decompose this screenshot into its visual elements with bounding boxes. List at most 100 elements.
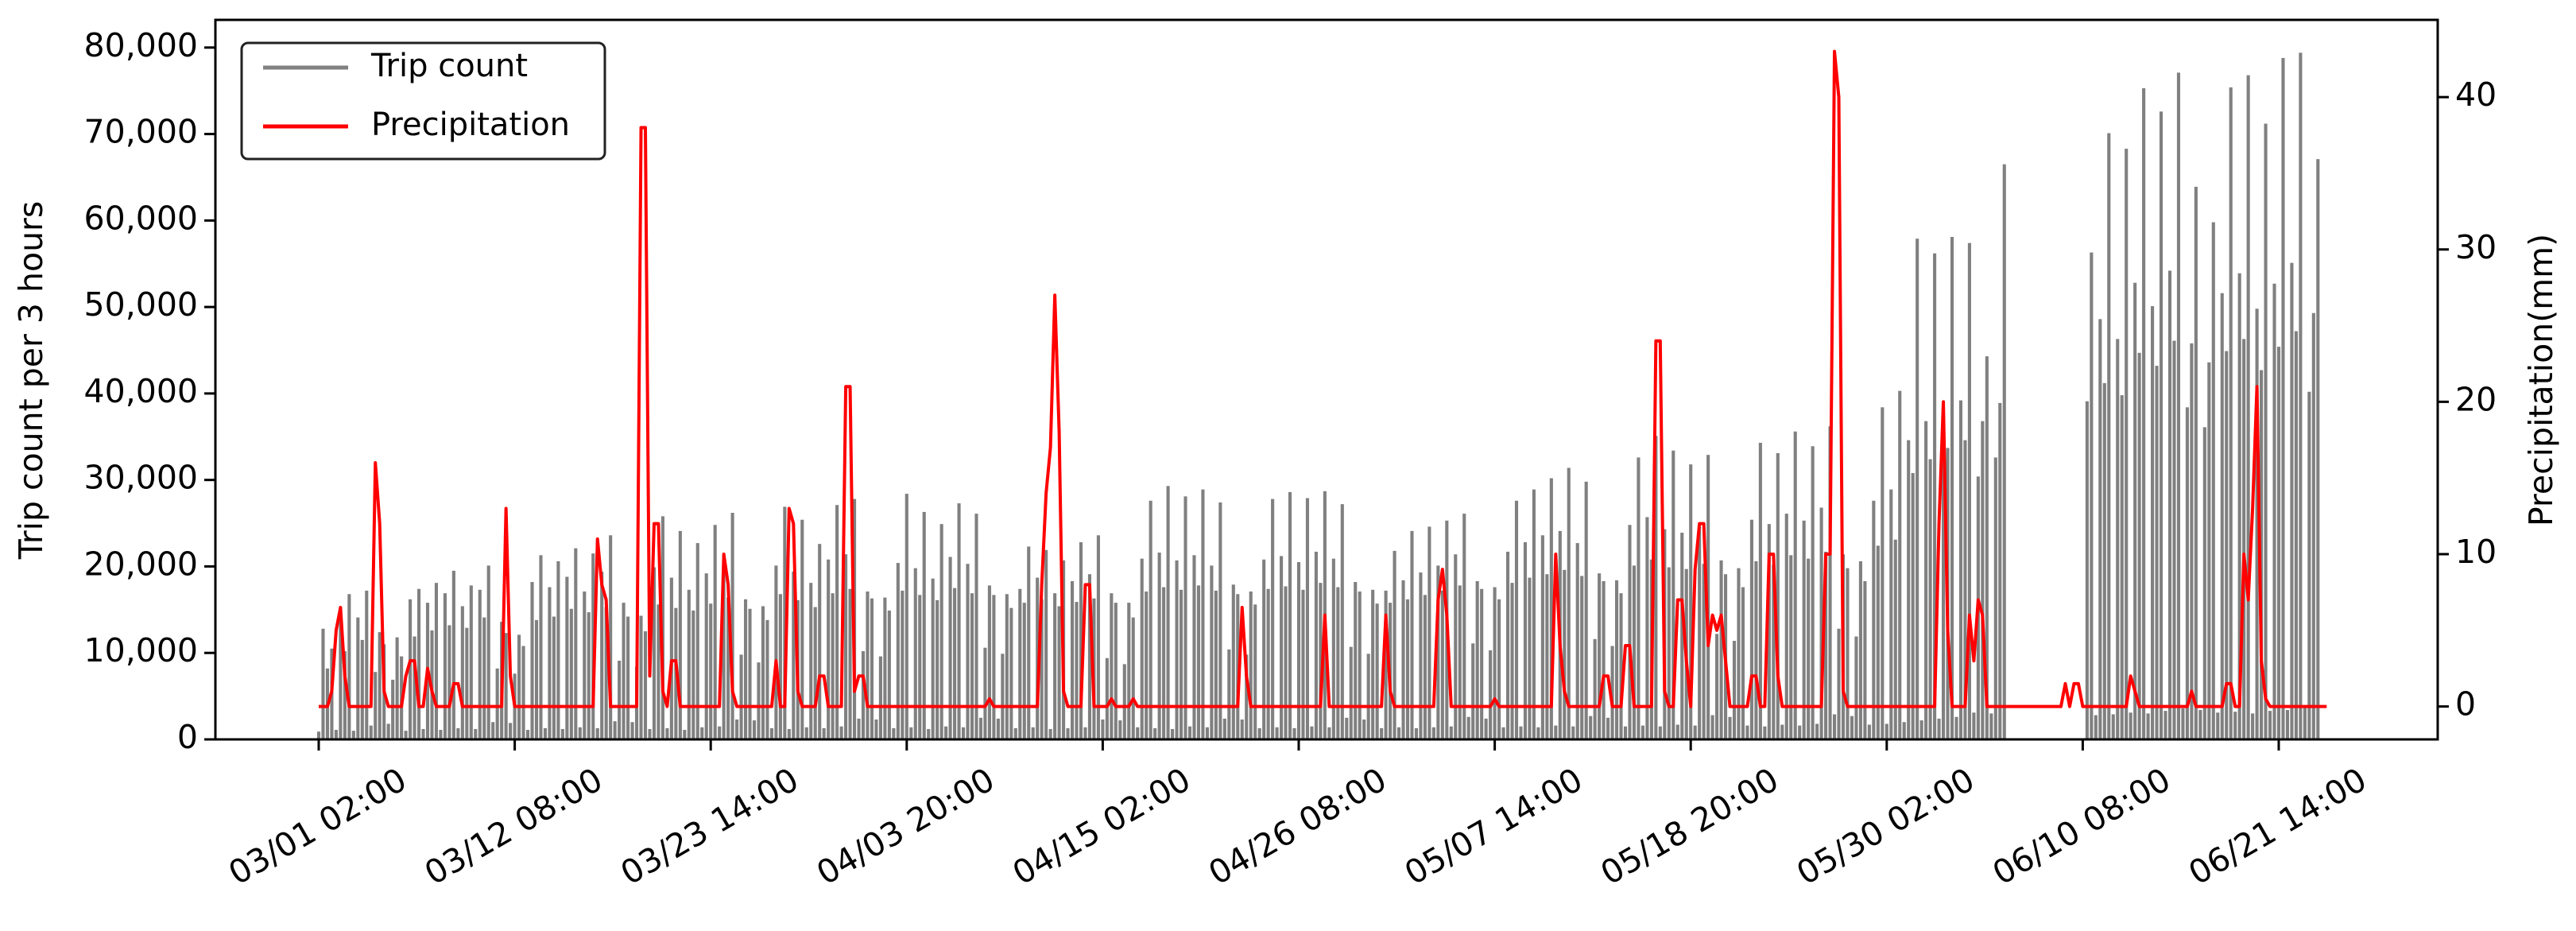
bar: [1375, 603, 1379, 739]
bar: [569, 608, 573, 739]
bar: [1641, 725, 1644, 739]
bar: [1689, 464, 1693, 739]
bar: [1758, 442, 1762, 739]
bar: [2172, 340, 2176, 739]
bar: [2260, 370, 2264, 739]
bar: [1118, 720, 1122, 739]
bar: [948, 557, 952, 739]
bar: [1288, 491, 1292, 739]
bar: [1811, 446, 1815, 739]
bar: [1196, 585, 1201, 739]
bar: [1981, 421, 1985, 739]
bar: [2202, 427, 2206, 739]
bar: [1846, 568, 1850, 739]
bar: [525, 730, 530, 739]
bar: [2163, 711, 2167, 739]
bar: [857, 718, 861, 739]
bar: [739, 654, 743, 739]
bar: [1985, 356, 1989, 739]
bar: [1423, 595, 1427, 739]
bar: [2176, 72, 2181, 739]
bar: [1950, 237, 1954, 739]
bar: [1157, 553, 1161, 739]
bar: [2142, 87, 2146, 739]
bar: [622, 603, 626, 739]
bar: [351, 731, 355, 739]
bar: [1645, 517, 1649, 739]
bar: [1602, 580, 1606, 739]
bar: [548, 587, 552, 739]
bar: [639, 615, 643, 739]
y-tick-label: 60,000: [84, 199, 198, 237]
bar: [2146, 713, 2150, 739]
bar: [1737, 568, 1741, 739]
bar: [1772, 564, 1776, 739]
bar: [486, 565, 490, 739]
bar: [386, 723, 390, 739]
bar: [1510, 583, 1514, 739]
bar: [404, 731, 408, 739]
bar: [1449, 726, 1453, 739]
bar: [1001, 654, 1005, 739]
bar: [1528, 577, 1532, 739]
bar: [765, 619, 769, 739]
bar: [1989, 713, 1993, 739]
bar: [1998, 402, 2002, 739]
bar: [987, 585, 991, 739]
bar: [1954, 716, 1958, 739]
y-tick-label: 10,000: [84, 631, 198, 669]
bar: [556, 561, 560, 739]
bar: [1876, 545, 1880, 739]
bar: [1532, 489, 1536, 739]
bar: [1902, 722, 1906, 739]
plot-frame: [214, 18, 2439, 741]
bar: [848, 588, 852, 739]
bar: [447, 625, 451, 739]
bar: [316, 731, 321, 739]
bar: [1366, 654, 1370, 739]
bar: [2307, 391, 2311, 739]
bar: [1706, 455, 1710, 739]
bar: [421, 728, 425, 739]
bar: [1754, 561, 1758, 739]
y2-tick-label: 0: [2455, 685, 2476, 723]
y-tick-label: 0: [177, 718, 198, 756]
bar: [517, 634, 521, 739]
bar: [347, 594, 351, 739]
bar: [1070, 580, 1075, 739]
bar: [1087, 574, 1092, 739]
bar: [1222, 718, 1226, 739]
bar: [1018, 588, 1022, 739]
bar: [1911, 472, 1915, 739]
bar: [1096, 535, 1100, 739]
bar: [1136, 727, 1140, 739]
bar: [469, 585, 473, 739]
bar: [416, 588, 421, 739]
bar: [1858, 561, 1862, 739]
bar: [1110, 593, 1114, 739]
bar: [2167, 270, 2172, 739]
bar: [1536, 727, 1540, 739]
bar: [978, 717, 983, 739]
bar: [2090, 252, 2094, 739]
bar: [966, 564, 970, 739]
bar: [1907, 440, 1911, 739]
bar: [409, 599, 413, 739]
bar: [1693, 725, 1697, 739]
bar: [1266, 588, 1270, 739]
bar: [2111, 714, 2115, 739]
bar: [2194, 186, 2198, 739]
bar: [944, 726, 948, 739]
bar: [718, 726, 722, 739]
bar: [1793, 431, 1797, 739]
bar: [787, 728, 791, 739]
bar: [1584, 481, 1588, 739]
x-tick-label: 04/03 20:00: [810, 760, 1001, 892]
bar: [722, 561, 726, 739]
bar: [813, 607, 817, 739]
bar: [1009, 607, 1013, 739]
bar: [1671, 450, 1675, 739]
bar: [2159, 111, 2163, 739]
bar: [1414, 727, 1419, 739]
bar: [1331, 558, 1335, 739]
